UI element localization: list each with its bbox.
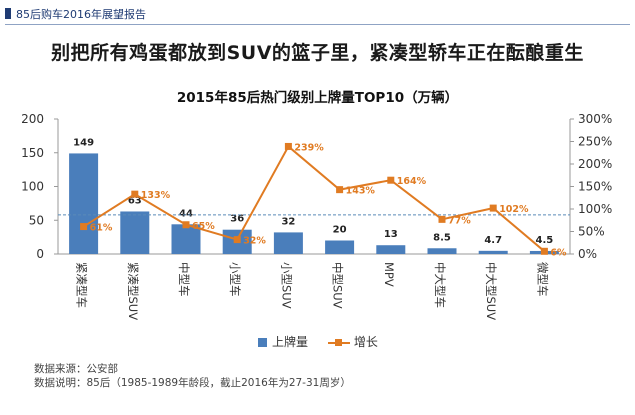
growth-point-1 bbox=[80, 223, 88, 231]
growth-value-label: 32% bbox=[243, 236, 266, 247]
category-label: 小型车 bbox=[228, 262, 242, 297]
header-marker bbox=[5, 8, 11, 19]
legend-line-item: 增长 bbox=[327, 333, 378, 350]
growth-point-5 bbox=[284, 142, 292, 150]
growth-value-label: 61% bbox=[90, 223, 113, 234]
growth-value-label: 239% bbox=[294, 142, 324, 153]
bar-6 bbox=[325, 240, 355, 254]
growth-point-6 bbox=[336, 186, 344, 194]
bar-value-label: 4.5 bbox=[536, 235, 554, 246]
bar-value-label: 8.5 bbox=[433, 232, 451, 243]
right-tick-label: 300% bbox=[578, 112, 612, 126]
bar-1 bbox=[69, 153, 99, 254]
left-tick-label: 200 bbox=[21, 112, 44, 126]
bar-3 bbox=[171, 224, 201, 254]
bar-8 bbox=[427, 248, 457, 254]
growth-value-label: 133% bbox=[141, 190, 171, 201]
bar-value-label: 149 bbox=[73, 137, 94, 148]
right-tick-label: 200% bbox=[578, 157, 612, 171]
growth-point-8 bbox=[438, 215, 446, 223]
bar-5 bbox=[273, 232, 303, 254]
legend-line-swatch bbox=[327, 338, 350, 347]
category-label: MPV bbox=[382, 262, 396, 287]
legend-line-label: 增长 bbox=[353, 335, 378, 349]
legend-bar-label: 上牌量 bbox=[272, 335, 309, 349]
legend-bar-item: 上牌量 bbox=[258, 333, 308, 350]
report-title: 85后购车2016年展望报告 bbox=[16, 8, 146, 21]
left-tick-label: 50 bbox=[29, 213, 44, 227]
growth-value-label: 77% bbox=[448, 215, 471, 226]
right-tick-label: 100% bbox=[578, 202, 612, 216]
bar-value-label: 32 bbox=[281, 216, 295, 227]
category-label: 中大型SUV bbox=[484, 262, 498, 320]
category-label: 紧凑型SUV bbox=[126, 262, 140, 320]
page-headline: 别把所有鸡蛋都放到SUV的篮子里，紧凑型轿车正在酝酿重生 bbox=[51, 42, 584, 64]
bar-value-label: 4.7 bbox=[484, 235, 502, 246]
growth-point-10 bbox=[540, 247, 548, 255]
left-tick-label: 100 bbox=[21, 180, 44, 194]
growth-point-4 bbox=[233, 236, 241, 244]
data-notes: 数据来源：公安部 数据说明：85后（1985-1989年龄段，截止2016年为2… bbox=[34, 362, 351, 390]
bar-value-label: 13 bbox=[384, 229, 398, 240]
category-label: 紧凑型车 bbox=[75, 262, 89, 308]
growth-value-label: 6% bbox=[550, 247, 567, 258]
bar-9 bbox=[478, 250, 508, 254]
growth-point-7 bbox=[387, 176, 395, 184]
growth-line bbox=[83, 144, 546, 253]
chart-title: 2015年85后热门级别上牌量TOP10（万辆） bbox=[176, 90, 459, 106]
right-tick-label: 150% bbox=[578, 180, 612, 194]
chart-legend: 上牌量 增长 bbox=[258, 333, 394, 350]
category-label: 微型车 bbox=[535, 262, 549, 297]
bar-value-label: 36 bbox=[230, 214, 244, 225]
growth-value-label: 164% bbox=[397, 176, 427, 187]
growth-point-2 bbox=[131, 190, 139, 198]
growth-point-3 bbox=[182, 221, 190, 229]
bar-7 bbox=[376, 245, 406, 254]
category-label: 中型SUV bbox=[331, 262, 345, 309]
right-tick-label: 0% bbox=[578, 247, 597, 261]
right-tick-label: 50% bbox=[578, 225, 605, 239]
data-source: 数据来源：公安部 bbox=[34, 363, 118, 375]
report-header: 85后购车2016年展望报告 bbox=[0, 0, 635, 28]
category-label: 中型车 bbox=[177, 262, 191, 297]
bar-value-label: 44 bbox=[179, 208, 193, 219]
header-divider bbox=[5, 24, 630, 25]
category-label: 小型SUV bbox=[279, 262, 293, 309]
data-explanation: 数据说明：85后（1985-1989年龄段，截止2016年为27-31周岁） bbox=[34, 377, 351, 389]
bar-2 bbox=[120, 211, 150, 254]
bar-value-label: 20 bbox=[333, 225, 347, 236]
left-tick-label: 0 bbox=[36, 247, 44, 261]
growth-point-9 bbox=[489, 204, 497, 212]
growth-value-label: 102% bbox=[499, 204, 529, 215]
growth-value-label: 143% bbox=[346, 186, 376, 197]
growth-value-label: 65% bbox=[192, 221, 215, 232]
left-tick-label: 150 bbox=[21, 146, 44, 160]
right-tick-label: 250% bbox=[578, 135, 612, 149]
legend-bar-swatch bbox=[258, 338, 267, 347]
category-label: 中大型车 bbox=[433, 262, 447, 308]
bar-value-label: 63 bbox=[128, 195, 142, 206]
